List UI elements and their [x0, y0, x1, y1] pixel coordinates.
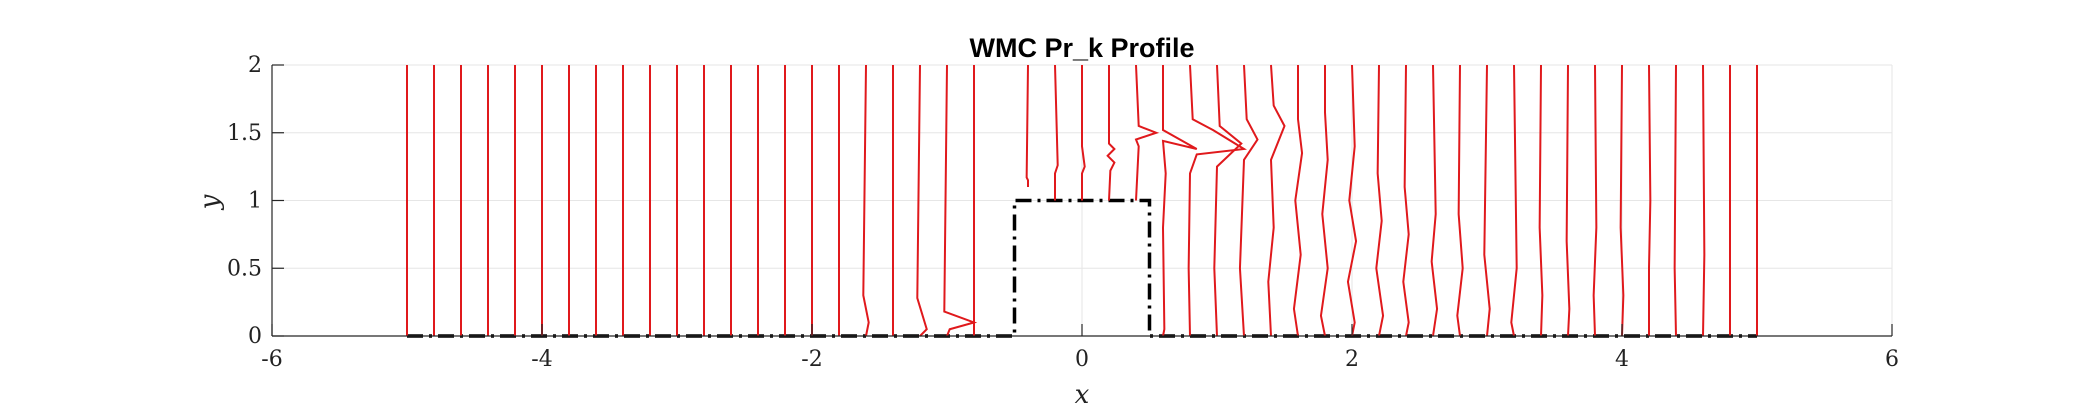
y-axis-label: y	[195, 194, 225, 210]
x-tick-label: 4	[1615, 347, 1629, 372]
profile-line	[1702, 64, 1706, 337]
profile-line	[1592, 64, 1598, 337]
profile-line	[1213, 64, 1243, 337]
profile-line	[1538, 64, 1544, 337]
x-tick-label: 6	[1885, 347, 1899, 372]
profile-line	[1238, 64, 1259, 337]
profile-line	[1673, 64, 1677, 337]
profile-line	[1346, 64, 1358, 337]
profile-line	[1375, 64, 1385, 337]
profile-line	[1510, 64, 1518, 337]
profile-line	[1081, 65, 1086, 201]
profile-line	[1402, 64, 1410, 337]
y-tick-label: 0.5	[227, 256, 262, 281]
chart-title: WMC Pr_k Profile	[969, 33, 1194, 63]
x-tick-label: -2	[801, 347, 822, 372]
profile-line	[862, 64, 870, 337]
y-tick-label: 2	[248, 53, 262, 78]
tick-labels: -6 -4 -2 0 2 4 6 0 0.5 1 1.5 2	[227, 53, 1899, 372]
profile-line	[1134, 64, 1160, 201]
profile-series-group	[406, 64, 1758, 337]
profile-line	[1187, 64, 1248, 337]
profile-line	[1648, 64, 1652, 336]
x-axis-label: x	[1075, 380, 1090, 410]
profile-line	[1292, 65, 1304, 337]
axes	[271, 64, 1893, 337]
y-tick-label: 0	[248, 324, 262, 349]
y-tick-label: 1	[248, 189, 262, 214]
x-tick-label: 0	[1075, 347, 1089, 372]
x-tick-label: -4	[531, 347, 552, 372]
profile-line	[1430, 64, 1439, 337]
profile-line	[1619, 64, 1625, 337]
profile-line	[1483, 64, 1491, 337]
profile-line	[1054, 64, 1059, 201]
profile-line	[916, 64, 928, 337]
x-tick-label: -6	[261, 347, 282, 372]
profile-line	[1106, 65, 1116, 201]
x-tick-label: 2	[1345, 347, 1359, 372]
profile-line	[1565, 64, 1571, 337]
profile-line	[1456, 64, 1464, 337]
y-tick-label: 1.5	[227, 121, 262, 146]
profile-line	[1267, 64, 1286, 337]
profile-line	[1025, 64, 1029, 187]
profile-line	[1161, 65, 1198, 337]
profile-line	[1319, 65, 1329, 337]
